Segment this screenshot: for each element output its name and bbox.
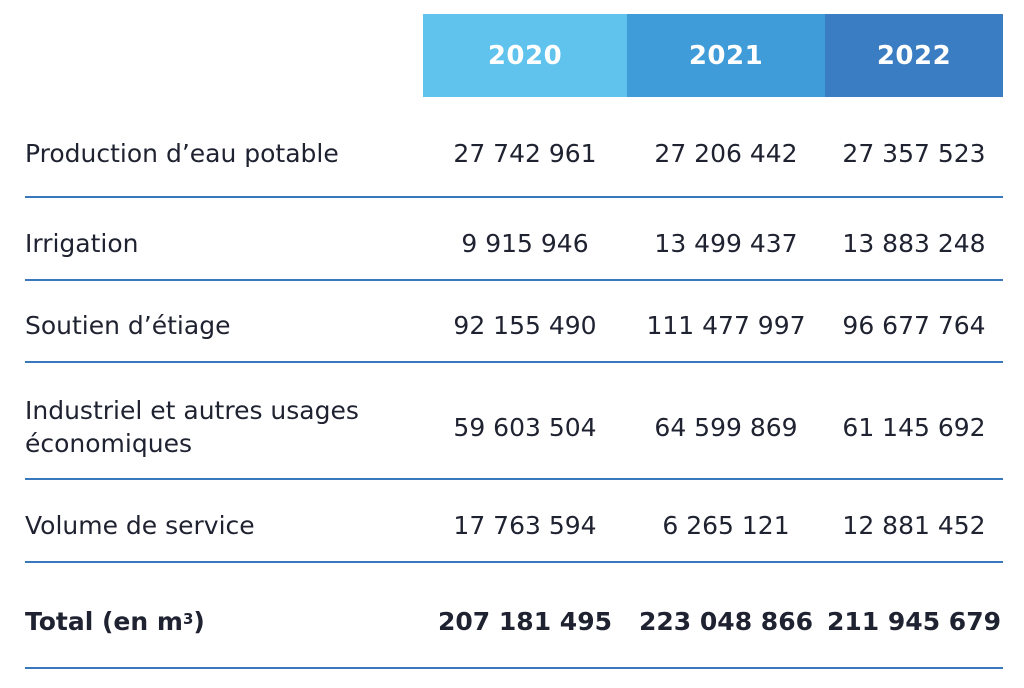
header-year-2021: 2021 bbox=[627, 14, 825, 97]
table-row: Industriel et autres usages économiques … bbox=[0, 385, 1024, 469]
row-divider bbox=[25, 667, 1003, 669]
cell-value: 64 599 869 bbox=[654, 412, 798, 442]
table-row: Soutien d’étiage 92 155 490 111 477 997 … bbox=[0, 292, 1024, 358]
header-label: 2022 bbox=[876, 40, 952, 71]
cell-value: 27 357 523 bbox=[842, 138, 986, 168]
total-label-text: Total (en m bbox=[25, 606, 183, 636]
row-divider bbox=[25, 561, 1003, 563]
total-label: Total (en m 3) bbox=[25, 606, 205, 636]
cell-value: 13 883 248 bbox=[842, 228, 986, 258]
row-label: Industriel et autres usages économiques bbox=[25, 396, 359, 458]
cell-value: 9 915 946 bbox=[461, 228, 589, 258]
table-row: Volume de service 17 763 594 6 265 121 1… bbox=[0, 492, 1024, 558]
total-value: 211 945 679 bbox=[827, 606, 1001, 636]
table-row: Production d’eau potable 27 742 961 27 2… bbox=[0, 120, 1024, 186]
header-year-2020: 2020 bbox=[423, 14, 627, 97]
cell-value: 96 677 764 bbox=[842, 310, 986, 340]
row-label: Production d’eau potable bbox=[25, 138, 339, 168]
cell-value: 59 603 504 bbox=[453, 412, 597, 442]
row-label: Volume de service bbox=[25, 510, 255, 540]
header-year-2022: 2022 bbox=[825, 14, 1003, 97]
table-row: Irrigation 9 915 946 13 499 437 13 883 2… bbox=[0, 210, 1024, 276]
header-label: 2021 bbox=[688, 40, 764, 71]
row-label: Soutien d’étiage bbox=[25, 310, 231, 340]
header-label: 2020 bbox=[487, 40, 563, 71]
total-value: 207 181 495 bbox=[438, 606, 612, 636]
cell-value: 17 763 594 bbox=[453, 510, 597, 540]
total-row: Total (en m 3) 207 181 495 223 048 866 21… bbox=[0, 588, 1024, 654]
row-label: Irrigation bbox=[25, 228, 139, 258]
cell-value: 6 265 121 bbox=[662, 510, 790, 540]
cell-value: 111 477 997 bbox=[646, 310, 806, 340]
total-value: 223 048 866 bbox=[639, 606, 813, 636]
cell-value: 12 881 452 bbox=[842, 510, 986, 540]
cell-value: 13 499 437 bbox=[654, 228, 798, 258]
total-label-suffix: ) bbox=[193, 606, 205, 636]
cell-value: 61 145 692 bbox=[842, 412, 986, 442]
row-divider bbox=[25, 361, 1003, 363]
row-divider bbox=[25, 196, 1003, 198]
cell-value: 92 155 490 bbox=[453, 310, 597, 340]
row-divider bbox=[25, 279, 1003, 281]
cell-value: 27 206 442 bbox=[654, 138, 798, 168]
cell-value: 27 742 961 bbox=[453, 138, 597, 168]
row-divider bbox=[25, 478, 1003, 480]
